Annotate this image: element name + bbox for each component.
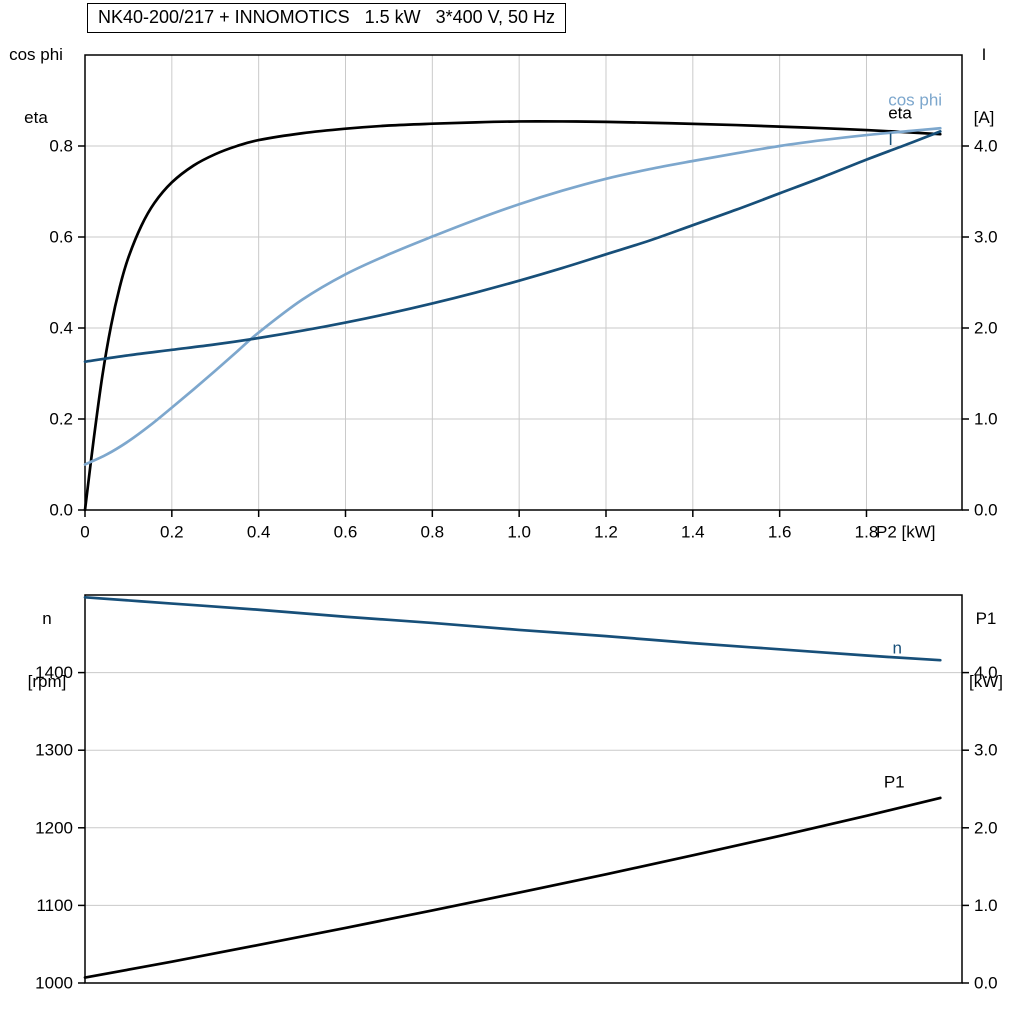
chart-title: NK40-200/217 + INNOMOTICS 1.5 kW 3*400 V… — [87, 3, 567, 33]
x-axis-tick-label: 1.4 — [681, 523, 705, 542]
series-label-cos-phi: cos phi — [888, 91, 942, 110]
x-axis-tick-label: 0.4 — [247, 523, 271, 542]
series-curve-P1 — [83, 796, 942, 979]
plot-frame — [84, 54, 963, 511]
left-axis-tick-label: 1100 — [36, 896, 73, 915]
current-axis-unit: I — [981, 45, 987, 64]
right-axis-tick-label: 0.0 — [974, 974, 998, 993]
right-axis-tick-label: 4.0 — [974, 137, 998, 156]
left-axis-tick-label: 0.4 — [49, 319, 73, 338]
top-left-axis-units: cos phi eta — [0, 2, 72, 170]
right-axis-tick-label: 1.0 — [974, 896, 998, 915]
right-axis-tick-label: 2.0 — [974, 319, 998, 338]
rpm-axis-unit: [rpm] — [27, 672, 67, 691]
x-axis-tick-label: 1.6 — [768, 523, 792, 542]
x-axis-tick-label: 0.6 — [334, 523, 358, 542]
left-axis-tick-label: 0.8 — [49, 137, 73, 156]
left-axis-tick-label: 1200 — [35, 818, 73, 837]
x-axis-tick-label: 1.8 — [855, 523, 879, 542]
x-axis-tick-label: 0 — [80, 523, 89, 542]
series-label-n: n — [893, 638, 902, 657]
left-axis-tick-label: 0.0 — [49, 501, 73, 520]
series-curve-n — [83, 595, 942, 662]
left-axis-tick-label: 1300 — [35, 741, 73, 760]
plot-frame — [84, 594, 963, 984]
x-axis-title: P2 [kW] — [876, 523, 936, 542]
top-right-axis-units: I [A] — [948, 2, 1020, 170]
eta-axis-unit: eta — [24, 108, 48, 127]
p1-axis-unit: P1 — [975, 609, 997, 628]
right-axis-tick-label: 0.0 — [974, 501, 998, 520]
series-label-P1: P1 — [884, 773, 905, 792]
right-axis-tick-label: 1.0 — [974, 410, 998, 429]
bottom-right-axis-units: P1 [kW] — [950, 566, 1022, 734]
series-label-I: I — [888, 130, 893, 149]
x-axis-tick-label: 0.2 — [160, 523, 184, 542]
cos-phi-axis-unit: cos phi — [9, 45, 63, 64]
series-curve-I — [83, 130, 942, 364]
right-axis-tick-label: 3.0 — [974, 741, 998, 760]
x-axis-tick-label: 0.8 — [421, 523, 445, 542]
bottom-left-axis-units: n [rpm] — [8, 566, 86, 734]
left-axis-tick-label: 1000 — [35, 974, 73, 993]
left-axis-tick-label: 0.6 — [49, 228, 73, 247]
series-curve-cos-phi — [83, 126, 942, 466]
right-axis-tick-label: 3.0 — [974, 228, 998, 247]
series-curve-eta — [83, 119, 942, 512]
right-axis-tick-label: 4.0 — [974, 663, 998, 682]
right-axis-tick-label: 2.0 — [974, 818, 998, 837]
speed-axis-unit: n — [42, 609, 52, 628]
x-axis-tick-label: 1.0 — [507, 523, 531, 542]
ampere-axis-unit: [A] — [973, 108, 995, 127]
series-label-eta: eta — [888, 104, 912, 123]
left-axis-tick-label: 1400 — [35, 663, 73, 682]
kw-axis-unit: [kW] — [969, 672, 1003, 691]
left-axis-tick-label: 0.2 — [49, 410, 73, 429]
x-axis-tick-label: 1.2 — [594, 523, 618, 542]
